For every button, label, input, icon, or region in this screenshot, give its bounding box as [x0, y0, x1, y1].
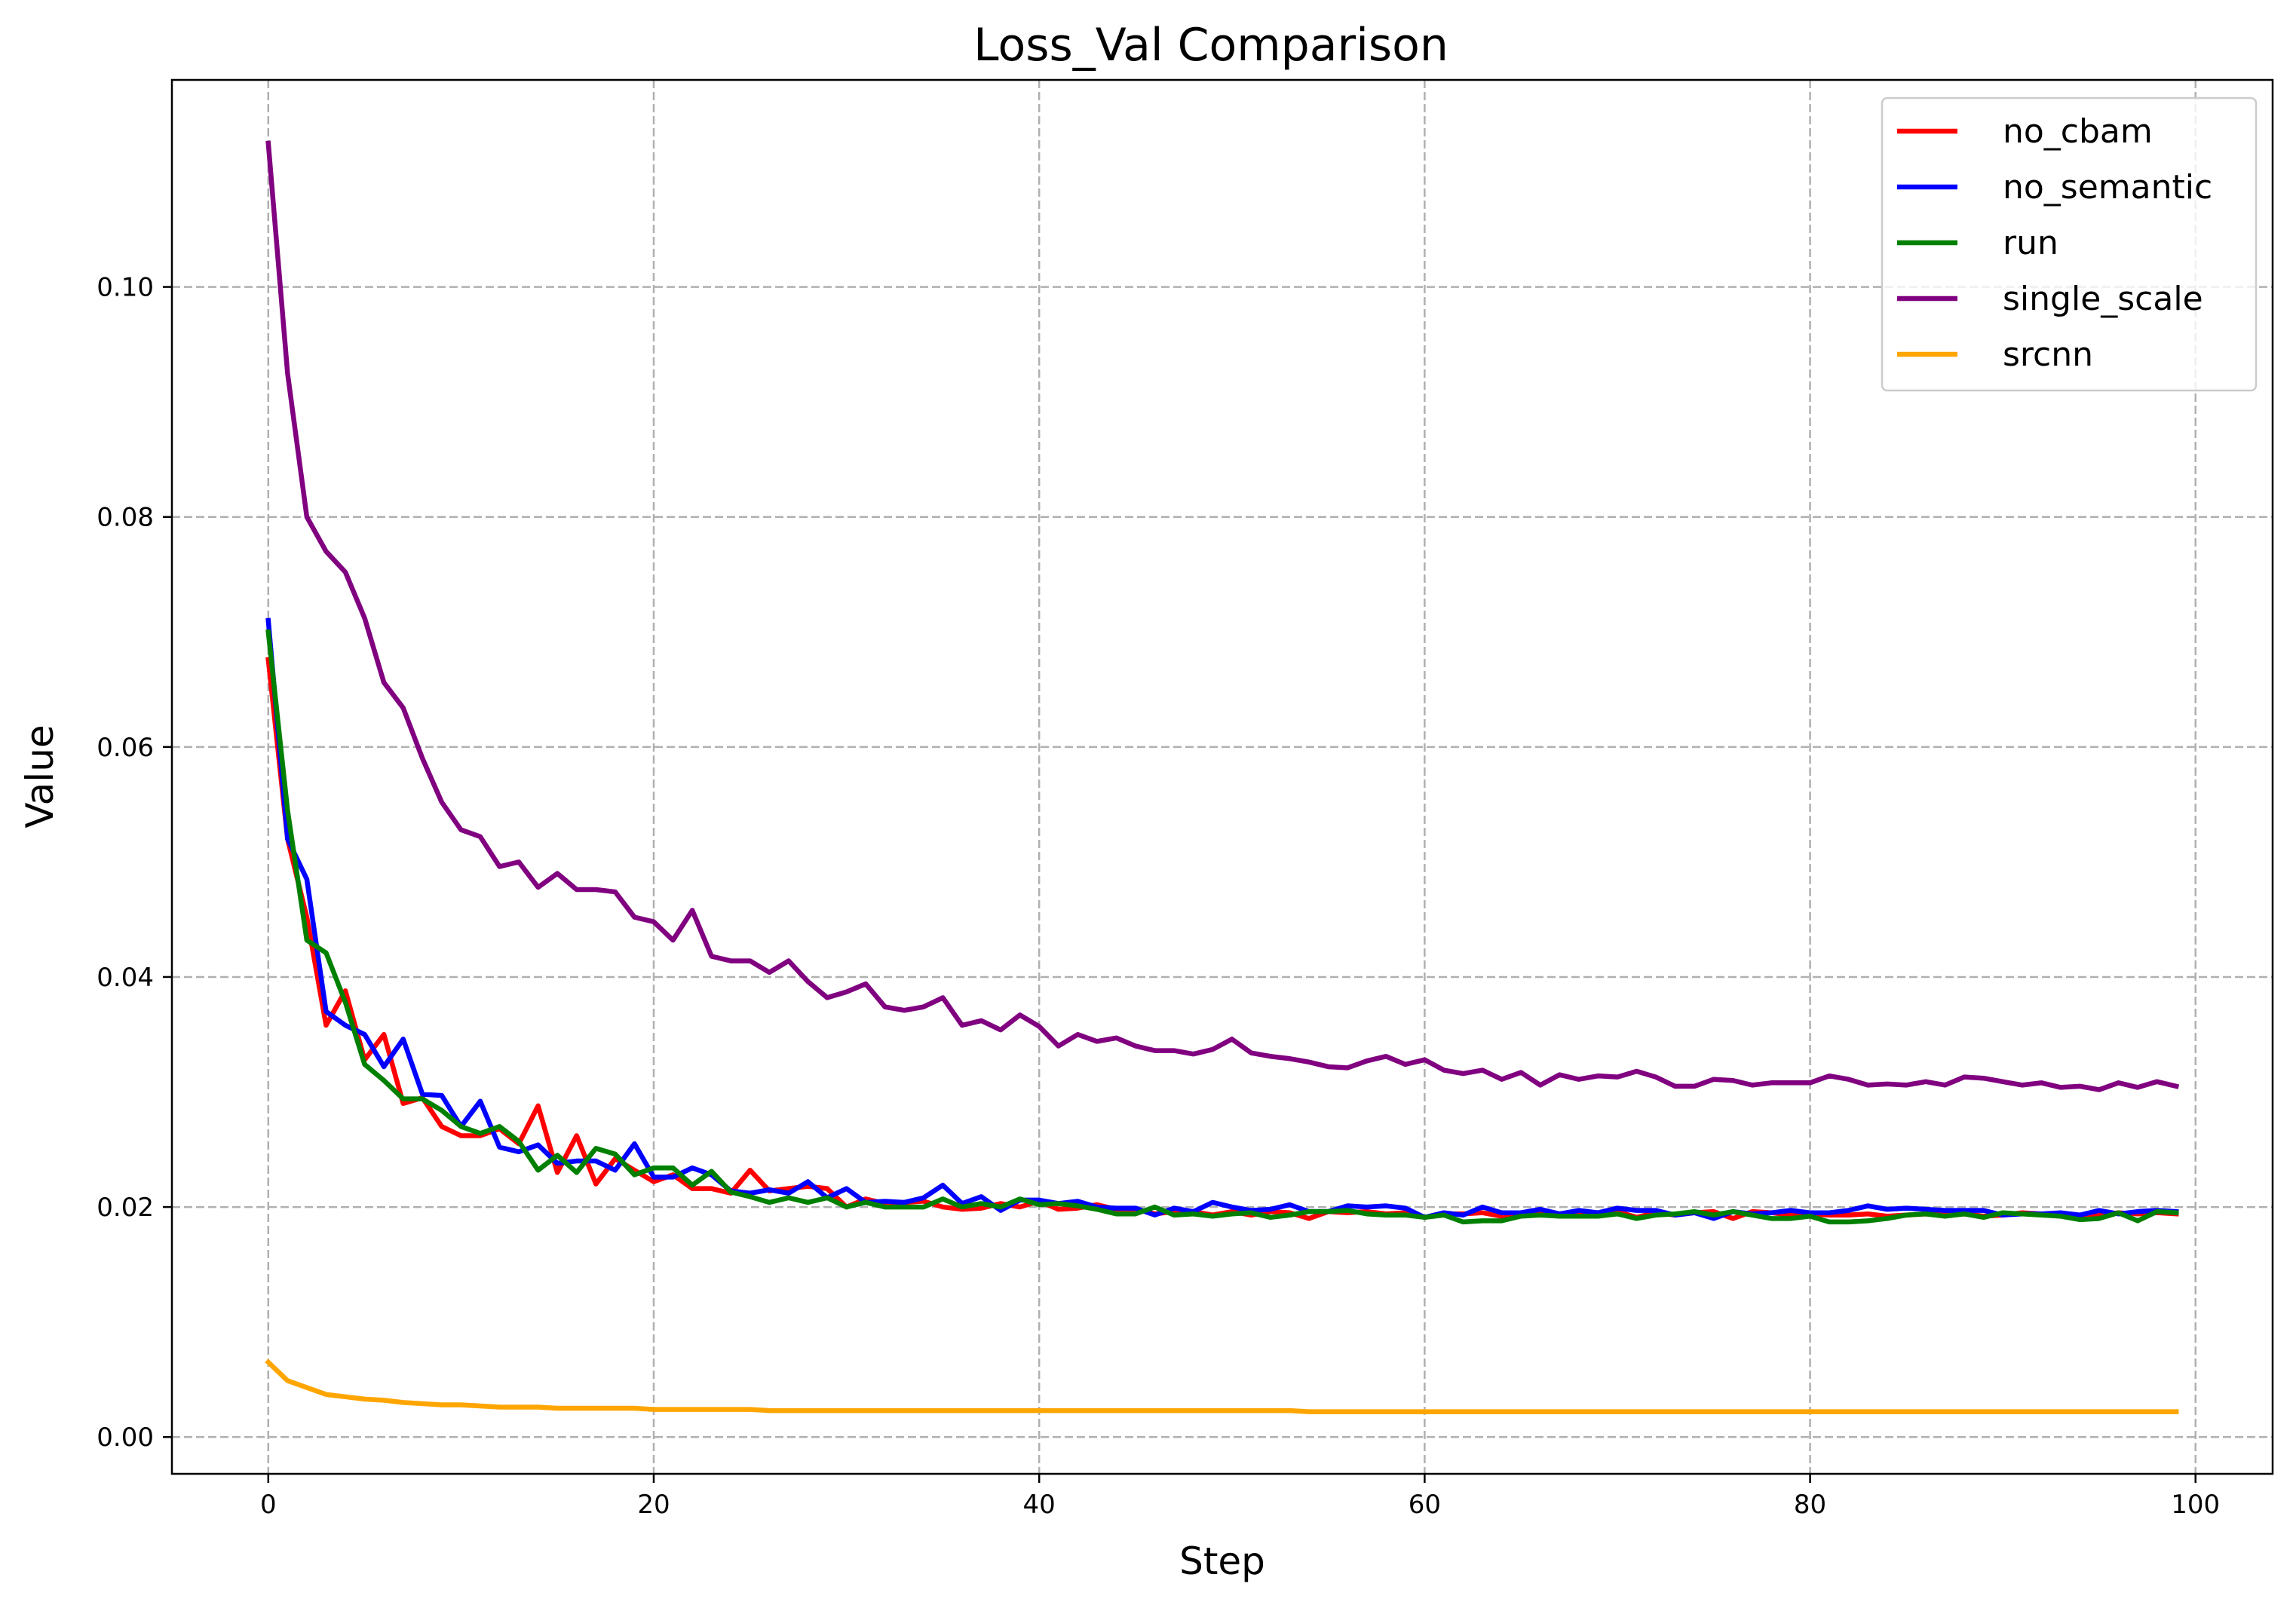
legend-label-single-scale: single_scale: [2003, 280, 2203, 318]
y-tick-label: 0.06: [97, 733, 154, 763]
y-tick-label: 0.00: [97, 1423, 154, 1453]
series-line-srcnn: [265, 1358, 2179, 1414]
legend-label-no-cbam: no_cbam: [2003, 112, 2153, 151]
x-axis-label: Step: [1179, 1539, 1265, 1583]
series-line-run: [265, 629, 2179, 1225]
x-tick-label: 20: [637, 1490, 670, 1520]
y-axis-label: Value: [18, 724, 62, 828]
legend-box: [1881, 96, 2258, 392]
x-tick-label: 0: [260, 1490, 277, 1520]
y-tick-label: 0.10: [97, 273, 154, 303]
x-tick-label: 80: [1794, 1490, 1826, 1520]
y-tick-label: 0.02: [97, 1193, 154, 1223]
x-tick-label: 40: [1023, 1490, 1056, 1520]
x-tick-label: 100: [2171, 1490, 2220, 1520]
axis-ticks: 0 20 40 60 80 100 0.00 0.02 0.04 0.06 0.08 0.10: [97, 273, 2220, 1520]
y-tick-label: 0.04: [97, 963, 154, 993]
legend-label-no-semantic: no_semantic: [2003, 168, 2212, 207]
series-line-single-scale: [265, 140, 2180, 1092]
x-tick-label: 60: [1409, 1490, 1441, 1520]
legend-label-run: run: [2003, 224, 2058, 262]
chart-title: Loss_Val Comparison: [973, 19, 1448, 72]
y-tick-label: 0.08: [97, 503, 154, 533]
legend-label-srcnn: srcnn: [2003, 335, 2093, 374]
series-lines: [265, 140, 2180, 1414]
plot-frame: [170, 78, 2274, 1475]
